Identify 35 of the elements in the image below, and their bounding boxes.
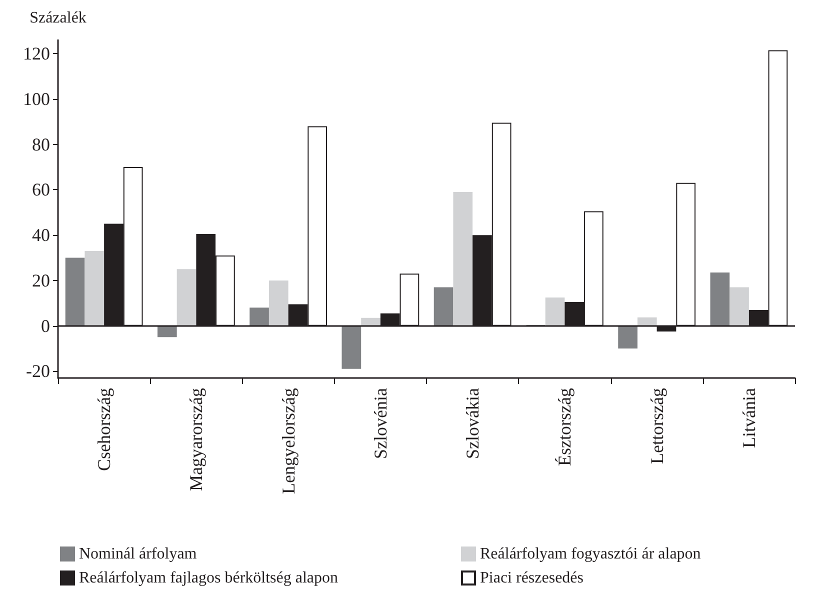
x-tick-label: Litvánia [738,388,759,448]
x-tick-label: Csehország [94,388,114,471]
y-tick-label: -20 [26,361,50,382]
y-tick-label: 60 [32,180,50,200]
bar [637,317,657,326]
bar [342,326,362,369]
bar [176,269,196,326]
x-tick-label: Észtország [554,388,575,466]
y-tick-label: 40 [32,225,50,246]
x-tick-label: Szlovénia [370,388,390,459]
x-tick-label: Magyarország [186,388,206,491]
bar [618,326,638,349]
y-tick-label: 100 [23,88,50,109]
bar [710,272,730,326]
y-tick-label: 0 [41,316,50,336]
legend-label: Reálárfolyam fajlagos bérköltség alapon [79,570,338,586]
y-axis-title: Százalék [30,10,86,26]
bar [84,250,104,326]
legend-label: Piaci részesedés [480,570,584,586]
bar [545,297,565,326]
legend-label: Nominál árfolyam [79,546,198,562]
bar [453,192,473,326]
bar [730,287,749,326]
x-tick-label: Szlovákia [462,388,483,459]
x-tick-label: Lengyelország [278,388,298,494]
x-tick-label: Lettország [646,388,667,464]
bar [434,287,454,326]
bar [361,318,380,326]
y-tick-label: 120 [23,44,50,64]
bar [65,258,85,326]
y-tick-label: 20 [32,270,50,290]
bar [268,280,288,326]
bar [250,308,269,326]
y-tick-label: 80 [32,134,50,154]
legend-label: Reálárfolyam fogyasztói ár alapon [480,546,701,562]
